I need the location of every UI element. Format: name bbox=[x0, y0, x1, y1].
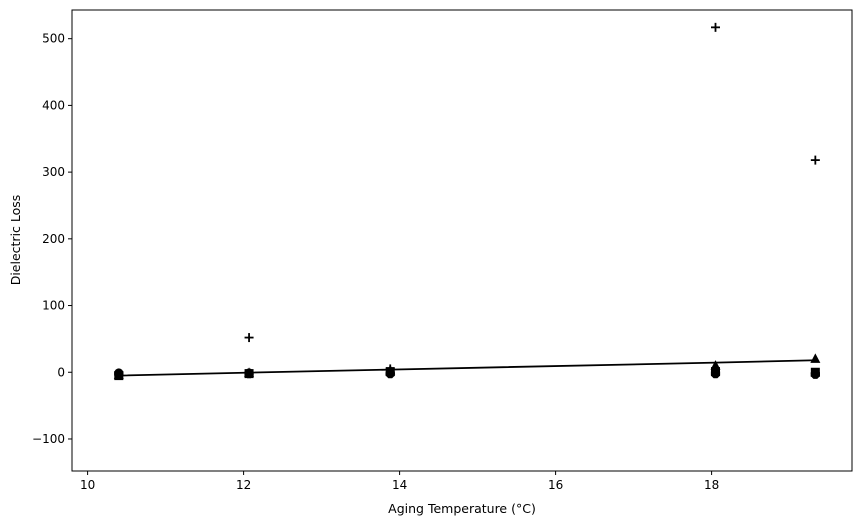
y-tick-label: 200 bbox=[42, 232, 65, 246]
data-point-plus bbox=[810, 155, 820, 165]
data-point-plus bbox=[385, 364, 395, 374]
data-point-plus bbox=[711, 22, 720, 32]
data-point-triangle bbox=[810, 353, 821, 363]
x-tick-label: 18 bbox=[704, 478, 719, 492]
x-tick-label: 10 bbox=[80, 478, 95, 492]
x-axis-ticks: 10 12 14 16 18 bbox=[80, 471, 719, 492]
data-point-triangle bbox=[710, 360, 721, 370]
data-point-plus bbox=[114, 369, 124, 379]
y-tick-label: −100 bbox=[32, 432, 65, 446]
plot-frame bbox=[71, 9, 853, 472]
y-tick-label: 400 bbox=[42, 98, 65, 112]
data-point-square bbox=[810, 367, 820, 377]
y-tick-label: 100 bbox=[42, 299, 65, 313]
data-point-triangle bbox=[244, 367, 255, 377]
data-point-plus bbox=[244, 333, 254, 343]
y-axis-ticks: −100 0 100 200 300 400 500 bbox=[32, 32, 72, 446]
x-axis-label: Aging Temperature (°C) bbox=[388, 501, 536, 516]
x-tick-label: 16 bbox=[548, 478, 563, 492]
y-axis-label: Dielectric Loss bbox=[8, 195, 23, 286]
y-tick-label: 500 bbox=[42, 32, 65, 46]
y-tick-label: 300 bbox=[42, 165, 65, 179]
y-tick-label: 0 bbox=[57, 365, 65, 379]
data-point-square bbox=[711, 367, 720, 377]
data-points bbox=[113, 22, 821, 381]
x-tick-label: 14 bbox=[392, 478, 407, 492]
x-tick-label: 12 bbox=[236, 478, 251, 492]
